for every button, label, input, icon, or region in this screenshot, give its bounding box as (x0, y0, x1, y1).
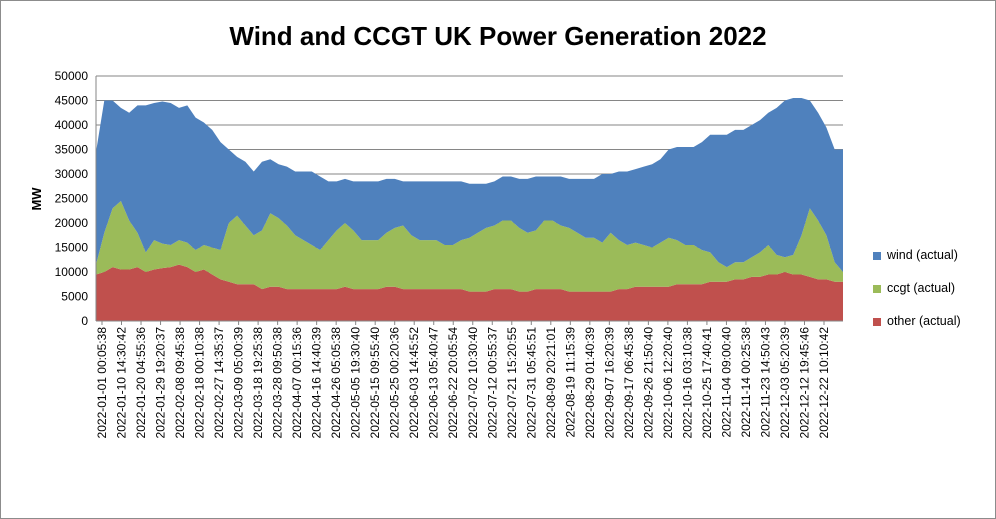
x-tick-label: 2022-11-14 00:25:38 (739, 327, 753, 438)
x-tick-label: 2022-01-10 14:30:42 (115, 327, 129, 439)
stacked-areas (96, 98, 843, 321)
legend-swatch-ccgt (873, 284, 881, 293)
x-tick-label: 2022-10-06 12:20:40 (661, 327, 675, 439)
legend-swatch-wind (873, 251, 881, 260)
axes: MW 0 5000 10000 15000 20000 25000 30000 35000 40… (29, 69, 843, 438)
y-tick-label: 5000 (61, 290, 88, 304)
y-tick-label: 35000 (55, 143, 89, 157)
x-tick-label: 2022-05-15 09:55:40 (368, 327, 382, 439)
x-tick-label: 2022-10-16 03:10:38 (680, 327, 694, 439)
x-tick-label: 2022-03-18 19:25:38 (251, 327, 265, 439)
legend-swatch-other (873, 317, 881, 326)
x-tick-label: 2022-07-12 00:55:37 (485, 327, 499, 439)
y-tick-label: 45000 (55, 94, 89, 108)
x-tick-label: 2022-06-13 05:40:47 (427, 327, 441, 439)
x-tick-label: 2022-09-26 21:50:40 (641, 327, 655, 439)
y-tick-label: 10000 (55, 265, 89, 279)
x-tick-label: 2022-01-29 19:20:37 (154, 327, 168, 439)
x-tick-label: 2022-12-22 10:10:42 (817, 327, 831, 439)
area-ccgt (96, 200, 843, 292)
x-tick-label: 2022-05-25 00:20:36 (388, 327, 402, 439)
x-tick-label: 2022-12-12 19:45:46 (797, 327, 811, 439)
y-tick-label: 50000 (55, 69, 89, 83)
x-tick-label: 2022-02-08 09:45:38 (173, 327, 187, 439)
legend-item-ccgt: ccgt (actual) (873, 281, 955, 295)
x-tick-label: 2022-10-25 17:40:41 (700, 327, 714, 439)
x-tick-label: 2022-06-22 20:05:54 (446, 327, 460, 439)
chart-title: Wind and CCGT UK Power Generation 2022 (229, 21, 767, 51)
y-tick-label: 20000 (55, 216, 89, 230)
legend-item-wind: wind (actual) (873, 248, 958, 262)
y-tick-label: 0 (81, 314, 88, 328)
x-tick-label: 2022-08-19 11:15:39 (563, 327, 577, 438)
x-tick-label: 2022-11-04 09:00:40 (719, 327, 733, 438)
area-other (96, 264, 843, 321)
x-tick-label: 2022-05-05 19:30:40 (349, 327, 363, 439)
x-tick-label: 2022-11-23 14:50:43 (758, 327, 772, 438)
x-tick-label: 2022-04-07 00:15:36 (290, 327, 304, 439)
x-tick-label: 2022-01-20 04:55:36 (134, 327, 148, 439)
x-tick-label: 2022-04-16 14:40:39 (310, 327, 324, 439)
x-tick-label: 2022-04-26 05:05:38 (329, 327, 343, 439)
x-tick-label: 2022-02-18 00:10:38 (193, 327, 207, 439)
x-tick-label: 2022-06-03 14:45:52 (407, 327, 421, 439)
legend-item-other: other (actual) (873, 314, 961, 328)
x-tick-label: 2022-07-02 10:30:40 (466, 327, 480, 439)
y-tick-label: 15000 (55, 241, 89, 255)
legend-label-other: other (actual) (887, 314, 961, 328)
x-tick-label: 2022-12-03 05:20:39 (778, 327, 792, 439)
x-tick-label: 2022-02-27 14:35:37 (212, 327, 226, 439)
y-tick-label: 40000 (55, 118, 89, 132)
x-tick-label: 2022-09-07 16:20:39 (602, 327, 616, 439)
x-tick-label: 2022-03-28 09:50:38 (271, 327, 285, 439)
x-tick-label: 2022-03-09 05:00:39 (232, 327, 246, 439)
x-tick-label: 2022-09-17 06:45:38 (622, 327, 636, 439)
x-tick-label: 2022-07-21 15:20:55 (505, 327, 519, 439)
y-axis-title: MW (29, 187, 44, 211)
legend-label-wind: wind (actual) (887, 248, 958, 262)
x-tick-label: 2022-08-29 01:40:39 (583, 327, 597, 439)
x-tick-label: 2022-08-09 20:21:01 (544, 327, 558, 439)
x-tick-label: 2022-07-31 05:45:51 (524, 327, 538, 439)
y-tick-label: 25000 (55, 192, 89, 206)
area-wind (96, 98, 843, 272)
x-tick-label: 2022-01-01 00:05:38 (95, 327, 109, 439)
y-tick-label: 30000 (55, 167, 89, 181)
legend-label-ccgt: ccgt (actual) (887, 281, 956, 295)
